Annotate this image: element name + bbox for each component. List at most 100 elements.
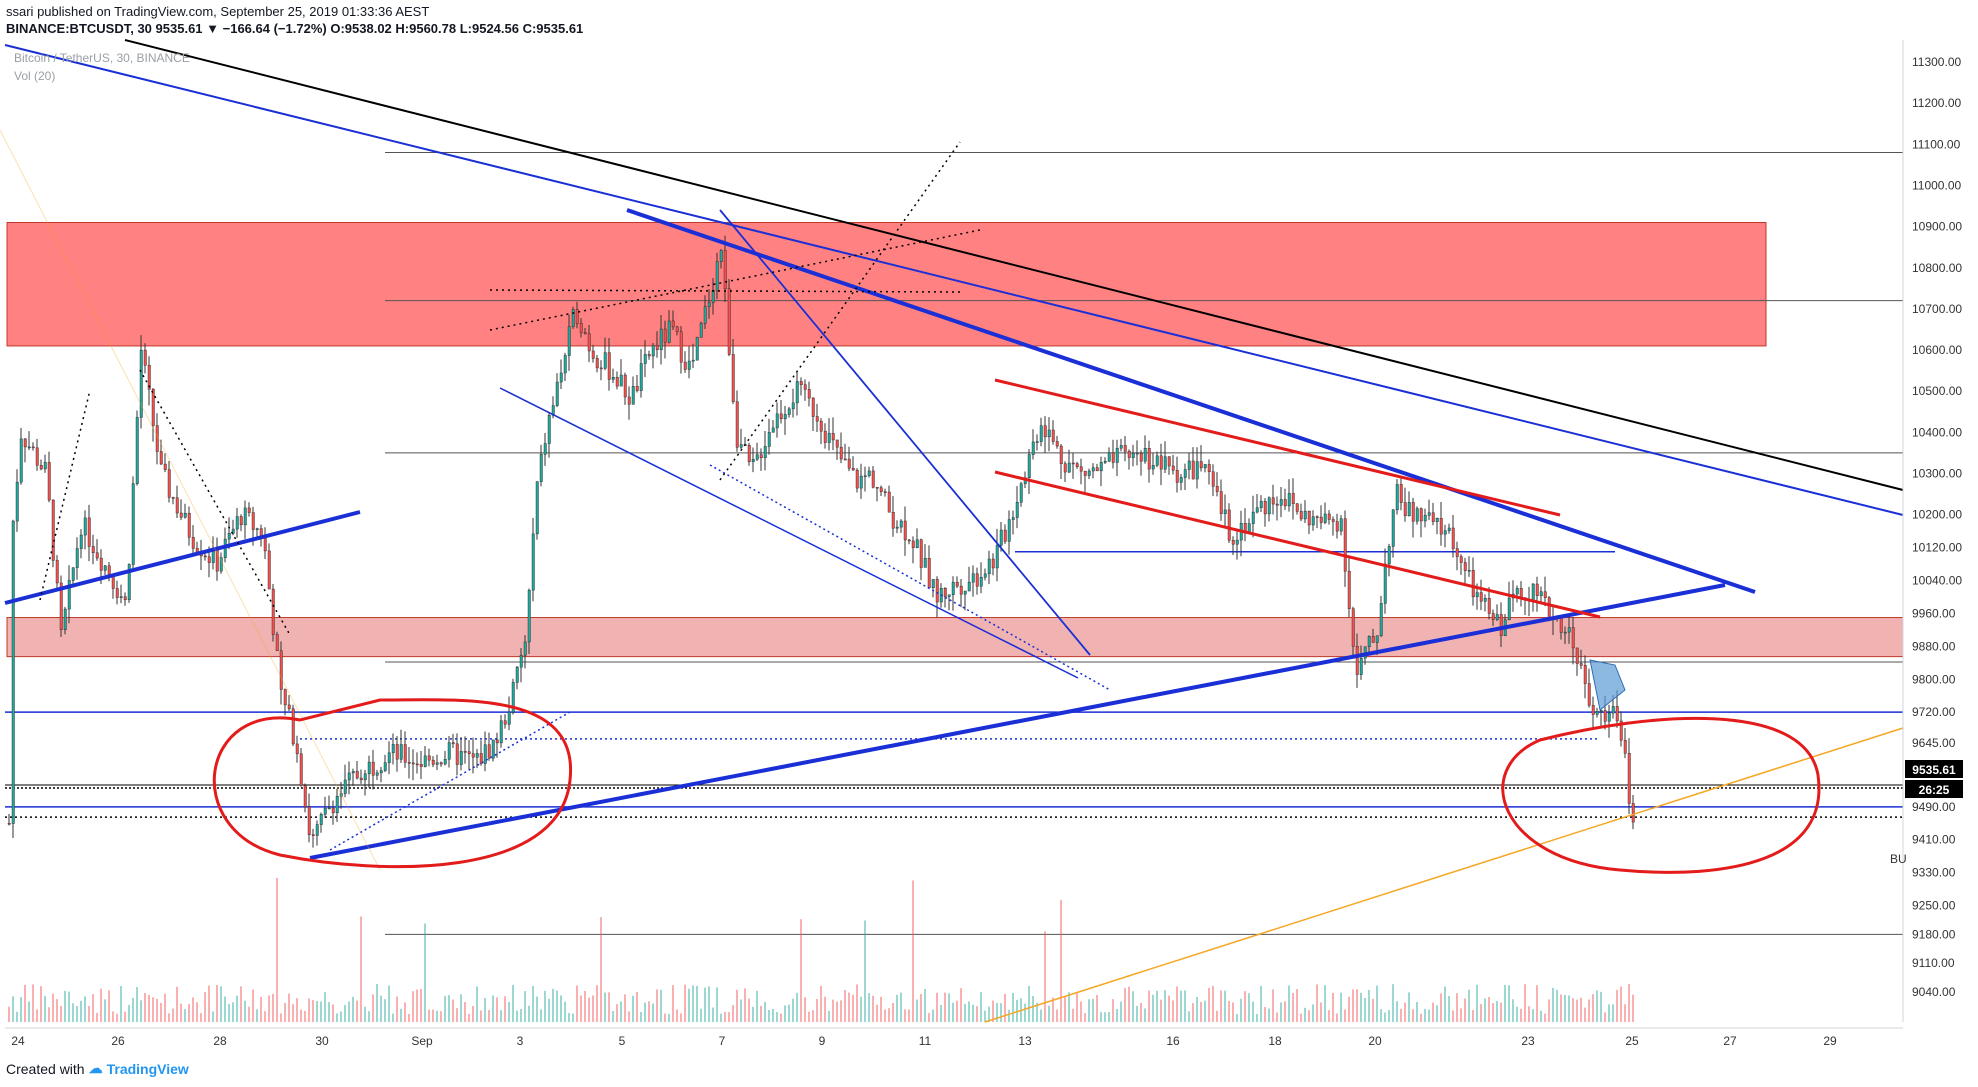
candle-body xyxy=(1455,548,1459,557)
candle-body xyxy=(1131,453,1135,458)
candle-body xyxy=(319,814,323,825)
candle-body xyxy=(767,432,771,447)
volume-bar xyxy=(360,916,362,1022)
volume-bar xyxy=(344,1004,346,1022)
candle-body xyxy=(555,381,559,406)
orange-faint xyxy=(0,129,381,871)
volume-bar xyxy=(856,984,858,1022)
volume-bar xyxy=(572,1013,574,1022)
candle-body xyxy=(1519,588,1523,598)
volume-bar xyxy=(440,1011,442,1022)
candle-body xyxy=(675,326,679,332)
x-tick-label: 16 xyxy=(1166,1034,1180,1048)
volume-bar xyxy=(320,1001,322,1022)
dotted-fan xyxy=(329,711,571,851)
volume-bar xyxy=(1432,1002,1434,1022)
volume-bar xyxy=(504,996,506,1022)
volume-bar xyxy=(448,995,450,1022)
candle-body xyxy=(55,560,59,584)
volume-bar xyxy=(1164,990,1166,1022)
candle-body xyxy=(443,759,447,765)
candle-body xyxy=(1619,720,1623,741)
volume-bar xyxy=(1208,987,1210,1022)
ohlc-values: O:9538.02 H:9560.78 L:9524.56 C:9535.61 xyxy=(330,21,584,36)
volume-bar xyxy=(956,1000,958,1022)
candle-body xyxy=(827,433,831,443)
y-tick-label: 9330.00 xyxy=(1912,866,1956,880)
candle-body xyxy=(647,354,651,357)
candle-body xyxy=(711,289,715,303)
volume-bar xyxy=(332,1004,334,1022)
volume-bar xyxy=(952,1002,954,1022)
volume-bar xyxy=(1232,1002,1234,1022)
volume-bar xyxy=(848,992,850,1022)
candle-body xyxy=(623,374,627,398)
candle-body xyxy=(567,326,571,356)
volume-bar xyxy=(1140,1002,1142,1022)
candle-body xyxy=(503,720,507,725)
volume-bar xyxy=(1040,1009,1042,1022)
candle-body xyxy=(755,454,759,460)
candle-body xyxy=(1095,467,1099,472)
candle-body xyxy=(499,720,503,744)
volume-bar xyxy=(284,1002,286,1022)
volume-bar xyxy=(712,1007,714,1022)
volume-bar xyxy=(1132,991,1134,1022)
volume-bar xyxy=(1256,1013,1258,1022)
candle-body xyxy=(1011,517,1015,520)
volume-bar xyxy=(1076,993,1078,1022)
candle-body xyxy=(351,771,355,774)
candle-body xyxy=(515,666,519,683)
volume-bar xyxy=(420,988,422,1022)
candle-body xyxy=(1403,502,1407,517)
volume-bar xyxy=(640,1011,642,1022)
volume-bar xyxy=(1572,998,1574,1022)
candle-body xyxy=(559,372,563,383)
volume-bar xyxy=(392,1013,394,1022)
candle-body xyxy=(683,361,687,370)
volume-bar xyxy=(1068,992,1070,1022)
highlight-ellipse xyxy=(1501,716,1821,874)
volume-bar xyxy=(784,1005,786,1022)
candle-body xyxy=(627,396,631,405)
candle-body xyxy=(1271,497,1275,505)
candle-body xyxy=(1251,511,1255,524)
author-name[interactable]: ssari xyxy=(6,4,34,19)
volume-bar xyxy=(456,1008,458,1022)
candle-body xyxy=(1107,452,1111,462)
volume-bar xyxy=(580,995,582,1022)
candle-body xyxy=(659,328,663,351)
volume-bar xyxy=(628,1011,630,1022)
tradingview-logo-icon[interactable]: ☁ xyxy=(88,1060,103,1076)
volume-bar xyxy=(348,1001,350,1022)
volume-bar xyxy=(300,1009,302,1022)
candle-body xyxy=(727,288,731,355)
candle-body xyxy=(1535,583,1539,596)
volume-bar xyxy=(368,1011,370,1022)
candle-body xyxy=(243,507,247,526)
volume-bar xyxy=(1228,1000,1230,1022)
volume-bar xyxy=(288,993,290,1022)
volume-bar xyxy=(1316,984,1318,1022)
volume-bar xyxy=(904,1009,906,1022)
volume-bar xyxy=(644,1002,646,1022)
candle-body xyxy=(779,413,783,420)
candle-body xyxy=(303,785,307,808)
volume-bar xyxy=(764,1001,766,1022)
volume-bar xyxy=(304,1010,306,1022)
volume-bar xyxy=(132,997,134,1022)
candle-body xyxy=(1231,540,1235,545)
footer-brand[interactable]: TradingView xyxy=(106,1060,189,1077)
candle-body xyxy=(1631,803,1635,823)
candle-body xyxy=(1459,556,1463,563)
candle-body xyxy=(147,365,151,390)
volume-bar xyxy=(880,996,882,1022)
volume-bar xyxy=(428,1009,430,1022)
volume-bar xyxy=(920,994,922,1022)
volume-bar xyxy=(792,998,794,1022)
x-tick-label: 11 xyxy=(919,1034,932,1048)
candle-body xyxy=(575,309,579,324)
candle-body xyxy=(1283,499,1287,507)
volume-bar xyxy=(432,1009,434,1022)
